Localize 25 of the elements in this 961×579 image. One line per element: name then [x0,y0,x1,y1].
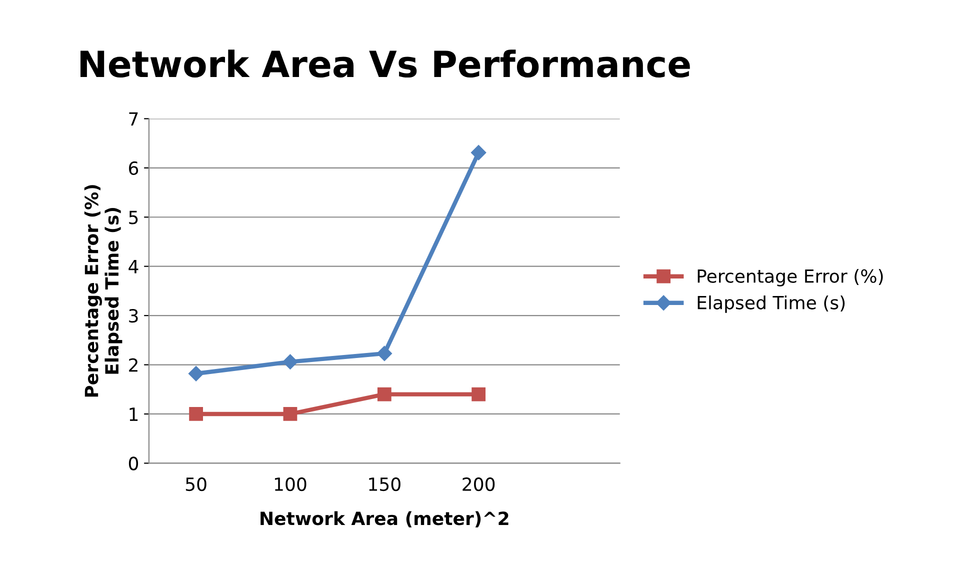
x-axis-title: Network Area (meter)^2 [260,511,508,528]
y-tick-label: 5 [129,210,138,224]
x-tick-label: 100 [274,477,306,492]
point [188,366,204,382]
point [189,407,203,421]
y-axis-title: Percentage Error (%) Elapsed Time (s) [84,185,122,397]
point [471,145,486,160]
point [472,387,486,402]
point [282,354,298,370]
y-tick-label: 3 [129,309,138,323]
x-tick-label: 150 [369,477,400,492]
x-tick-label: 200 [462,477,495,492]
y-tick-label: 2 [129,358,138,372]
legend-label: Elapsed Time (s) [698,295,845,313]
y-tick-label: 4 [128,260,138,274]
chart-title: Network Area Vs Performance [80,50,690,78]
point [283,407,298,421]
legend-label: Percentage Error (%) [698,268,883,286]
y-tick-label: 7 [129,112,138,126]
y-tick-label: 1 [130,408,138,421]
x-tick-label: 50 [186,477,206,492]
y-tick-label: 6 [129,161,138,176]
point [377,387,392,402]
y-tick-label: 0 [128,456,138,470]
point [376,346,392,362]
